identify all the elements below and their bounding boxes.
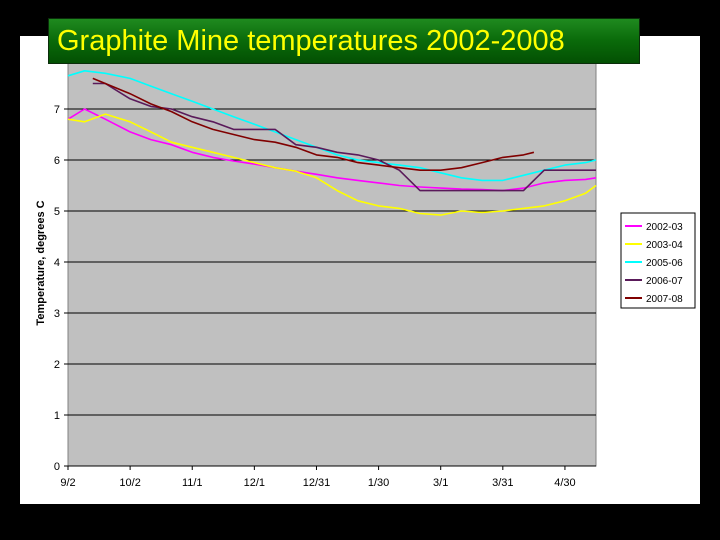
y-tick-label: 0: [54, 461, 60, 473]
legend-box: [620, 212, 696, 309]
y-axis-ticks: 012345678: [54, 53, 68, 473]
series-line-2005-06: [67, 70, 597, 182]
x-tick-label: 12/31: [303, 477, 331, 489]
y-axis-label: Temperature, degrees C: [35, 200, 47, 325]
series-line-2003-04: [67, 113, 597, 216]
x-tick-label: 10/2: [119, 477, 140, 489]
legend: 2002-03 2003-04 2005-06 2006-07 2007-08: [620, 212, 696, 309]
gridlines: [68, 108, 596, 416]
x-tick-label: 3/31: [492, 477, 513, 489]
series-line-2007-08: [92, 77, 535, 171]
x-tick-label: 3/1: [433, 477, 448, 489]
legend-label: 2005-06: [646, 258, 683, 269]
x-tick-label: 1/30: [368, 477, 389, 489]
series-line-2002-03: [67, 108, 597, 192]
y-tick-label: 3: [54, 308, 60, 320]
y-tick-label: 5: [54, 206, 60, 218]
x-tick-label: 4/30: [554, 477, 575, 489]
series-layer: [67, 70, 597, 216]
title-box: Graphite Mine temperatures 2002-2008: [48, 18, 640, 64]
y-tick-label: 1: [54, 410, 60, 422]
y-tick-label: 6: [54, 155, 60, 167]
x-tick-label: 9/2: [60, 477, 75, 489]
legend-label: 2003-04: [646, 240, 683, 251]
legend-label: 2006-07: [646, 276, 683, 287]
x-tick-label: 11/1: [182, 477, 203, 489]
legend-label: 2007-08: [646, 294, 683, 305]
y-tick-label: 4: [54, 257, 60, 269]
x-tick-label: 12/1: [244, 477, 265, 489]
page-title: Graphite Mine temperatures 2002-2008: [57, 25, 565, 57]
y-tick-label: 2: [54, 359, 60, 371]
series-line-2006-07: [92, 82, 596, 192]
y-tick-label: 7: [54, 104, 60, 116]
x-axis-ticks: 9/2 10/2 11/1 12/1 12/31 1/30 3/1 3/31 4/30: [60, 465, 596, 489]
legend-label: 2002-03: [646, 222, 683, 233]
